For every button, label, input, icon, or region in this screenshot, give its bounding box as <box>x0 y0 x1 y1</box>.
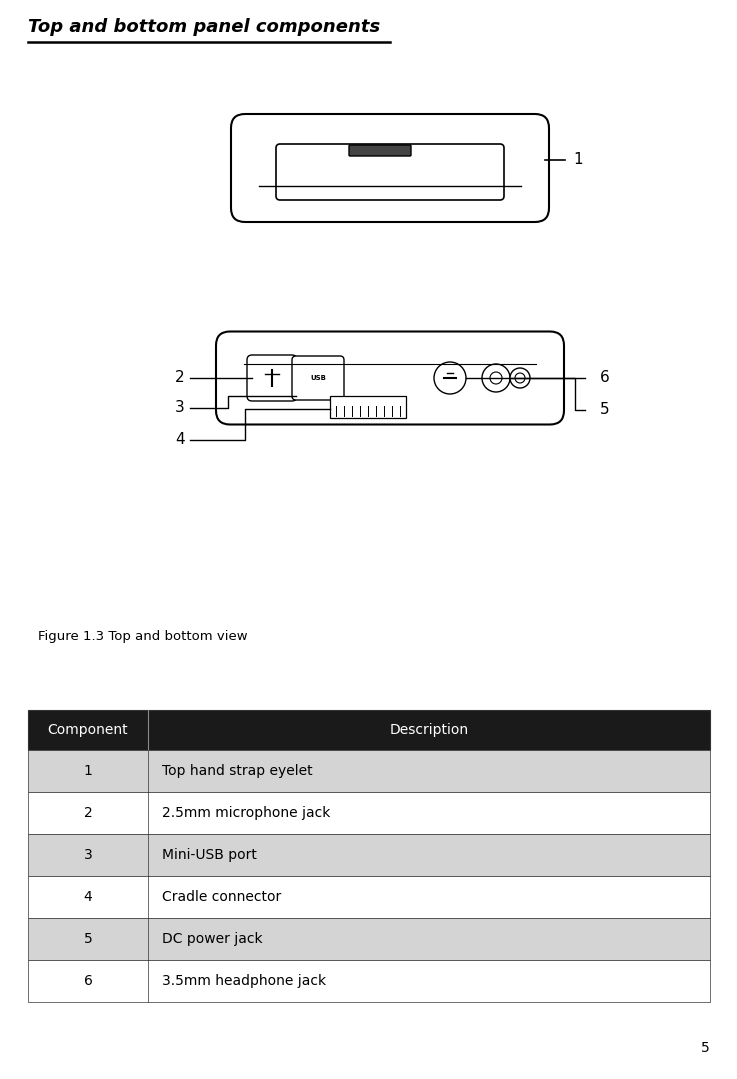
Text: Component: Component <box>48 723 128 737</box>
Text: Mini-USB port: Mini-USB port <box>162 848 257 862</box>
Bar <box>330 396 406 418</box>
FancyBboxPatch shape <box>231 114 549 222</box>
FancyBboxPatch shape <box>292 356 344 400</box>
Circle shape <box>490 372 502 384</box>
FancyBboxPatch shape <box>247 355 297 401</box>
Text: 5: 5 <box>83 932 92 946</box>
Text: Top hand strap eyelet: Top hand strap eyelet <box>162 764 312 778</box>
Circle shape <box>482 364 510 392</box>
Text: Cradle connector: Cradle connector <box>162 890 282 904</box>
Bar <box>28 792 710 834</box>
Text: 4: 4 <box>83 890 92 904</box>
Circle shape <box>510 368 530 388</box>
FancyBboxPatch shape <box>216 331 564 424</box>
Text: 4: 4 <box>175 433 185 448</box>
Text: 1: 1 <box>83 764 92 778</box>
Bar <box>28 960 710 1002</box>
Text: 2: 2 <box>83 806 92 820</box>
Text: DC power jack: DC power jack <box>162 932 262 946</box>
Text: 3: 3 <box>83 848 92 862</box>
Bar <box>28 750 710 792</box>
FancyBboxPatch shape <box>276 144 504 200</box>
Circle shape <box>515 373 525 383</box>
Text: USB: USB <box>310 375 326 381</box>
Text: 2: 2 <box>175 370 185 385</box>
Text: Figure 1.3 Top and bottom view: Figure 1.3 Top and bottom view <box>38 630 248 643</box>
Bar <box>28 918 710 960</box>
Text: 2.5mm microphone jack: 2.5mm microphone jack <box>162 806 330 820</box>
Circle shape <box>434 361 466 394</box>
Text: 6: 6 <box>83 974 92 988</box>
FancyBboxPatch shape <box>349 145 411 156</box>
Text: Top and bottom panel components: Top and bottom panel components <box>28 18 380 36</box>
Bar <box>28 710 710 750</box>
Bar <box>28 876 710 918</box>
Text: 5: 5 <box>701 1041 710 1055</box>
Text: 5: 5 <box>600 402 609 418</box>
Text: 3.5mm headphone jack: 3.5mm headphone jack <box>162 974 326 988</box>
Text: 1: 1 <box>573 152 583 167</box>
Text: Description: Description <box>389 723 469 737</box>
Text: 3: 3 <box>175 400 185 415</box>
Text: 6: 6 <box>600 370 609 385</box>
Bar <box>28 834 710 876</box>
